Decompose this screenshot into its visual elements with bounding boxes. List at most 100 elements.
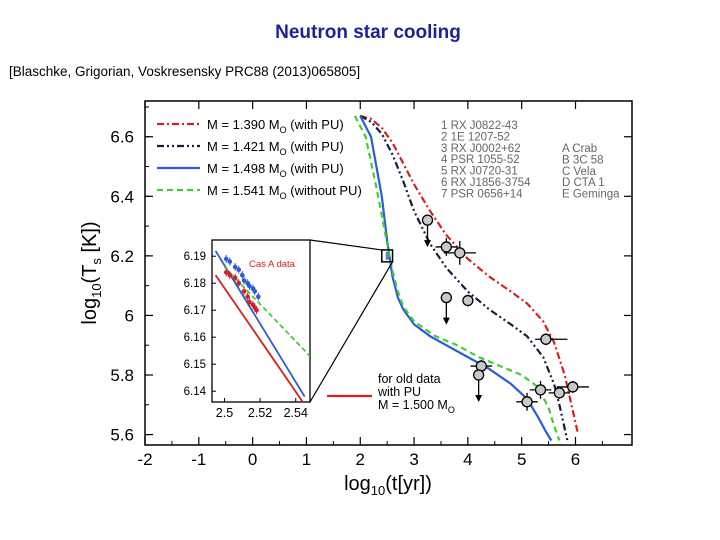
- legend-entry-1: M = 1.390 MO (with PU): [207, 117, 344, 135]
- inset-red-point: [223, 270, 229, 275]
- source-label: 6 RX J1856-3754: [441, 177, 531, 189]
- inset-blue-point: [247, 283, 252, 289]
- inset-red-point: [241, 289, 247, 294]
- cas-a-inset: 6.19 6.18 6.17 6.16 6.15 6.14 2.5 2.52 2.54 Cas A…: [184, 239, 311, 420]
- axis-ticks: -2 -1 0 1 2 3 4 5 6 5.6 5.8 6 6.2 6.4 6.6: [110, 101, 632, 469]
- zoom-box: [381, 249, 394, 263]
- x-tick-label: 2: [356, 450, 365, 469]
- inset-red-point: [232, 275, 238, 281]
- legend-mass-label: M = 1.541 M: [207, 183, 280, 198]
- x-tick-label: -2: [137, 450, 152, 469]
- x-axis-label-main: log: [344, 473, 371, 495]
- inset-red-point: [247, 299, 252, 305]
- x-axis-label: log10(t[yr]): [344, 473, 432, 498]
- legend-pu-label: (with PU): [287, 139, 344, 154]
- observation-points: [421, 214, 589, 411]
- y-axis-label-main: log: [79, 298, 101, 325]
- inset-y-tick-label: 6.17: [184, 305, 206, 317]
- observation-marker: [521, 396, 533, 408]
- observation-point: [516, 392, 538, 411]
- inset-frame: [211, 239, 311, 403]
- inset-curve-1: [214, 274, 304, 402]
- slide-title: Neutron star cooling: [275, 22, 461, 43]
- source-label: 3 RX J0002+62: [441, 143, 521, 155]
- inset-red-point: [236, 280, 242, 286]
- y-tick-label: 6.4: [110, 187, 134, 206]
- observation-marker: [567, 381, 579, 393]
- legend-entry-4: M = 1.541 MO (without PU): [207, 183, 362, 201]
- citation: [Blaschke, Grigorian, Voskresensky PRC88…: [9, 64, 361, 79]
- source-label-letter: E Geminga: [562, 189, 620, 201]
- inset-x-tick-label: 2.5: [216, 406, 233, 420]
- y-axis-label-subscript-s: s: [89, 258, 104, 265]
- inset-y-tick-label: 6.15: [184, 359, 206, 371]
- upper-limit-arrow: [442, 317, 450, 325]
- x-tick-label: 5: [517, 450, 526, 469]
- observation-point: [472, 369, 485, 403]
- inset-blue-point: [241, 278, 247, 283]
- old-data-mass-label: M = 1.500 M: [378, 398, 448, 412]
- x-tick-label: 6: [571, 450, 580, 469]
- y-tick-label: 6: [125, 306, 134, 325]
- source-label: 2 1E 1207-52: [441, 131, 510, 143]
- inset-x-tick-label: 2.54: [284, 406, 308, 420]
- source-label-letter: D CTA 1: [562, 177, 605, 189]
- axis-labels: log10(t[yr]) log10(Ts [K]): [79, 221, 432, 498]
- observation-marker: [540, 333, 552, 345]
- x-tick-label: 3: [409, 450, 418, 469]
- observation-marker: [553, 387, 566, 399]
- y-tick-label: 6.6: [110, 128, 134, 147]
- inset-blue-point: [239, 272, 245, 278]
- inset-red-point: [254, 307, 259, 313]
- x-axis-label-subscript: 10: [371, 483, 385, 498]
- legend-entry-2: M = 1.421 MO (with PU): [207, 139, 344, 157]
- observation-marker: [440, 291, 452, 304]
- zoom-connector-top: [309, 239, 382, 251]
- upper-limit-arrow: [475, 395, 483, 403]
- y-axis-label: log10(Ts [K]): [79, 221, 104, 324]
- zoom-box-fill: [385, 251, 389, 260]
- source-label: 4 PSR 1055-52: [441, 154, 520, 166]
- inset-y-tick-label: 6.19: [184, 251, 206, 263]
- source-label: 1 RX J0822-43: [441, 120, 518, 132]
- inset-y-tick-label: 6.14: [184, 386, 207, 398]
- inset-blue-point: [236, 267, 242, 273]
- source-label-letter: B 3C 58: [562, 154, 604, 166]
- inset-y-tick-label: 6.16: [184, 332, 206, 344]
- y-axis-label-rest: [K]): [79, 221, 101, 258]
- observation-point: [462, 294, 474, 307]
- series-line-1: [359, 114, 580, 435]
- inset-red-point: [227, 272, 233, 278]
- x-tick-label: 0: [248, 450, 257, 469]
- observation-marker: [462, 294, 474, 307]
- legend-pu-label: (without PU): [287, 183, 362, 198]
- inset-blue-point: [227, 259, 233, 264]
- inset-x-tick-label: 2.52: [248, 406, 272, 420]
- observation-point: [535, 333, 568, 346]
- observation-point: [529, 380, 552, 399]
- inset-blue-point: [232, 264, 238, 270]
- legend-mass-subscript: O: [280, 191, 287, 201]
- y-axis-label-subscript: 10: [89, 283, 104, 297]
- x-tick-label: 4: [463, 450, 472, 469]
- upper-limit-arrow: [424, 240, 432, 248]
- x-tick-label: -1: [191, 450, 206, 469]
- source-label: 7 PSR 0656+14: [441, 188, 523, 200]
- observation-point: [440, 291, 452, 325]
- inset-blue-point: [256, 294, 261, 300]
- observation-point: [435, 238, 458, 256]
- inset-y-tick-label: 6.18: [184, 278, 206, 290]
- source-list: 1 RX J0822-432 1E 1207-523 RX J0002+624 …: [441, 120, 620, 201]
- zoom-connector: [309, 239, 394, 403]
- chart-legend: M = 1.390 MO (with PU)M = 1.421 MO (with…: [157, 117, 362, 201]
- legend-mass-label: M = 1.498 M: [207, 161, 280, 176]
- observation-point: [421, 214, 434, 248]
- legend-mass-label: M = 1.421 M: [207, 139, 280, 154]
- legend-mass-subscript: O: [280, 169, 287, 179]
- legend-pu-label: (with PU): [287, 161, 344, 176]
- legend-mass-label: M = 1.390 M: [207, 117, 280, 132]
- old-data-mass: M = 1.500 MO: [378, 398, 455, 415]
- inset-blue-point: [252, 289, 258, 294]
- legend-mass-subscript: O: [280, 147, 287, 157]
